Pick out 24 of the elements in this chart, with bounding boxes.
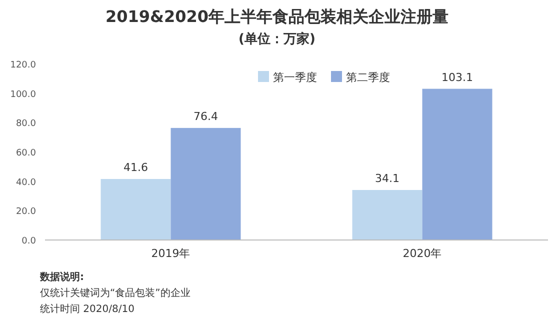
data-label: 76.4 — [194, 110, 218, 123]
y-tick-label: 120.0 — [10, 60, 36, 70]
data-label: 103.1 — [442, 70, 473, 84]
bar — [352, 190, 422, 240]
data-label: 34.1 — [375, 172, 400, 185]
bar — [170, 128, 241, 240]
x-tick-label: 2020年 — [402, 247, 442, 260]
legend-label: 第一季度 — [273, 71, 317, 84]
bar — [100, 178, 171, 240]
x-tick-label: 2019年 — [151, 247, 190, 260]
y-tick-label: 100.0 — [10, 90, 36, 100]
y-tick-label: 60.0 — [16, 148, 36, 158]
chart-subtitle: (单位：万家) — [238, 31, 316, 47]
data-label: 41.6 — [124, 160, 148, 174]
y-tick-label: 0.0 — [22, 236, 36, 246]
chart-title: 2019&2020年上半年食品包装相关企业注册量 — [105, 7, 449, 26]
text: 仅统计关键词为“食品包装”的企业 — [40, 287, 190, 299]
y-tick-label: 40.0 — [16, 178, 36, 188]
text: 数据说明: — [39, 271, 84, 283]
bar — [422, 88, 492, 240]
y-tick-label: 80.0 — [16, 119, 36, 130]
y-tick-label: 20.0 — [16, 207, 36, 218]
legend-label: 第二季度 — [346, 71, 390, 84]
text: 统计时间 2020/8/10 — [40, 303, 134, 315]
